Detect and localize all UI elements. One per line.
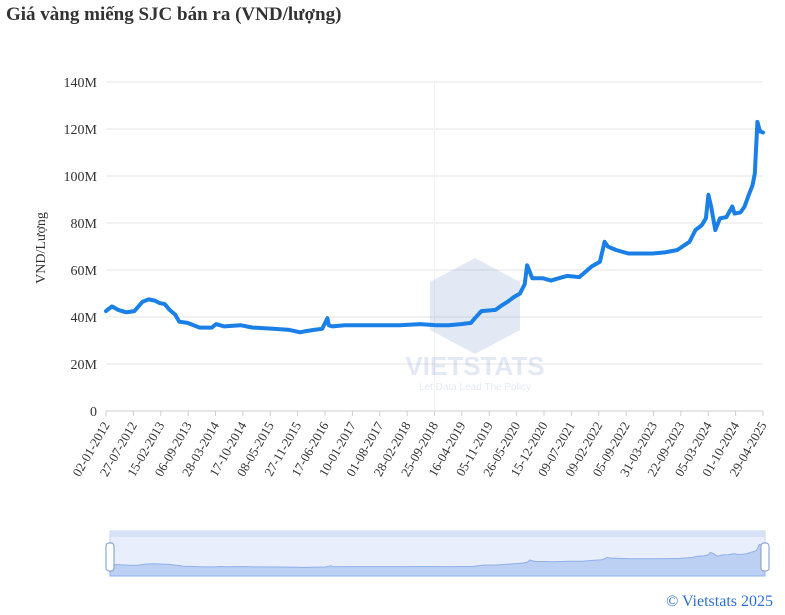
series-layer bbox=[104, 119, 765, 335]
y-tick-label: 0 bbox=[90, 405, 97, 420]
y-axis-label: VND/Lượng bbox=[34, 212, 49, 284]
watermark-logo-icon bbox=[430, 258, 520, 354]
data-zoom-slider[interactable] bbox=[105, 530, 770, 577]
zoom-top-bar[interactable] bbox=[110, 531, 765, 537]
vietstats-watermark: VIETSTATS Let Data Lead The Policy bbox=[405, 258, 545, 393]
copyright-text: © Vietstats 2025 bbox=[666, 593, 773, 610]
y-tick-label: 20M bbox=[71, 358, 98, 373]
zoom-preview-area bbox=[109, 543, 766, 577]
chart-title: Giá vàng miếng SJC bán ra (VND/lượng) bbox=[6, 4, 342, 25]
zoom-handle-right[interactable] bbox=[760, 542, 770, 572]
y-tick-label: 60M bbox=[71, 264, 98, 279]
y-tick-label: 140M bbox=[64, 76, 98, 91]
watermark-brand: VIETSTATS bbox=[405, 351, 544, 381]
zoom-handle-left[interactable] bbox=[105, 542, 115, 572]
y-tick-label: 40M bbox=[71, 311, 98, 326]
watermark-tagline: Let Data Lead The Policy bbox=[419, 382, 531, 393]
y-tick-labels: 0 20M 40M 60M 80M 100M 120M 140M bbox=[64, 76, 98, 420]
series-line bbox=[104, 119, 765, 335]
y-tick-label: 120M bbox=[64, 123, 98, 138]
y-tick-label: 100M bbox=[64, 170, 98, 185]
y-tick-label: 80M bbox=[71, 217, 98, 232]
x-tick-labels: 02-01-201227-07-201215-02-201306-09-2013… bbox=[69, 419, 769, 479]
grid-layer bbox=[105, 81, 764, 416]
